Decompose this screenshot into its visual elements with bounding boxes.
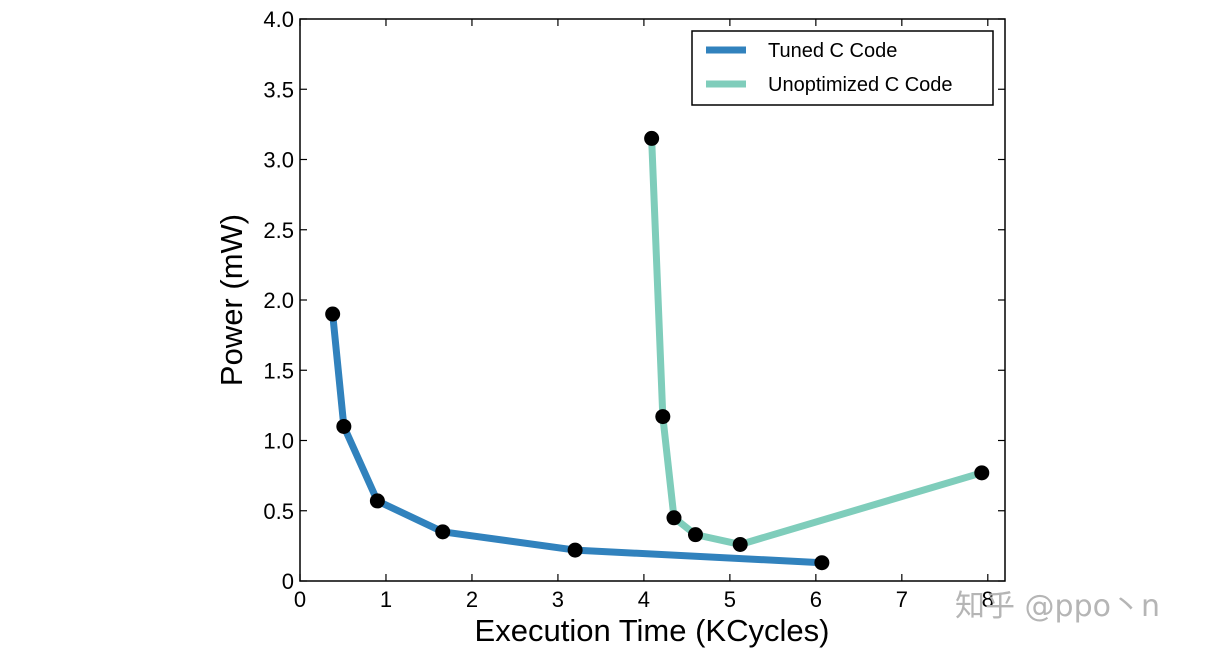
data-point-tuned-c-code [336, 418, 352, 434]
x-tick-label: 8 [982, 587, 994, 612]
x-axis-ticks: 0 1 2 3 4 5 6 7 8 [294, 19, 994, 612]
y-tick-label: 2.5 [263, 218, 294, 243]
data-point-tuned-c-code [435, 524, 451, 540]
data-point-unoptimized-c-code [666, 510, 682, 526]
series-line-tuned-c-code [329, 313, 823, 567]
x-tick-label: 1 [380, 587, 392, 612]
data-point-tuned-c-code [814, 555, 830, 571]
x-tick-label: 7 [896, 587, 908, 612]
data-point-tuned-c-code [369, 493, 385, 509]
watermark: 知乎 @ppo丶n [955, 589, 1160, 624]
y-tick-label: 2.0 [263, 288, 294, 313]
y-tick-label: 3.0 [263, 148, 294, 173]
y-tick-label: 0.5 [263, 499, 294, 524]
x-tick-label: 4 [638, 587, 650, 612]
series-lines [329, 138, 983, 567]
x-tick-label: 6 [810, 587, 822, 612]
legend-frame [691, 30, 994, 106]
data-point-unoptimized-c-code [644, 130, 660, 146]
legend-label-unoptimized: Unoptimized C Code [768, 74, 953, 96]
legend-label-tuned: Tuned C Code [768, 40, 897, 62]
data-point-unoptimized-c-code [687, 527, 703, 543]
y-tick-label: 1.0 [263, 429, 294, 454]
data-point-unoptimized-c-code [655, 409, 671, 425]
y-axis-ticks: 0 0.5 1.0 1.5 2.0 2.5 3.0 3.5 4.0 [263, 7, 1005, 594]
x-tick-label: 5 [724, 587, 736, 612]
y-tick-label: 0 [282, 569, 294, 594]
data-point-unoptimized-c-code [974, 465, 990, 481]
x-tick-label: 0 [294, 587, 306, 612]
y-tick-label: 3.5 [263, 77, 294, 102]
legend: Tuned C Code Unoptimized C Code [691, 30, 994, 106]
data-point-tuned-c-code [325, 306, 341, 322]
data-point-tuned-c-code [567, 542, 583, 558]
data-point-unoptimized-c-code [732, 536, 748, 552]
x-axis-title: Execution Time (KCycles) [475, 613, 830, 648]
series-line-unoptimized-c-code [648, 138, 983, 548]
x-tick-label: 2 [466, 587, 478, 612]
x-tick-label: 3 [552, 587, 564, 612]
y-axis-title: Power (mW) [214, 214, 249, 386]
y-tick-label: 4.0 [263, 7, 294, 32]
y-tick-label: 1.5 [263, 358, 294, 383]
series-markers [325, 130, 990, 571]
